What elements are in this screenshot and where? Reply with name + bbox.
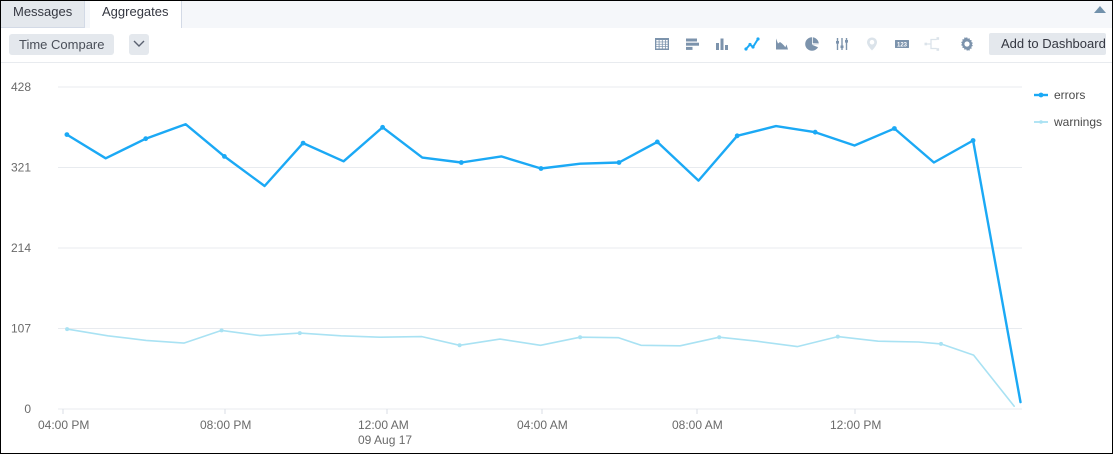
svg-text:08:00 PM: 08:00 PM xyxy=(200,418,251,432)
svg-text:0: 0 xyxy=(24,402,31,416)
svg-text:08:00 AM: 08:00 AM xyxy=(672,418,723,432)
svg-text:04:00 AM: 04:00 AM xyxy=(517,418,568,432)
svg-text:123: 123 xyxy=(897,42,908,48)
svg-text:214: 214 xyxy=(11,241,31,255)
svg-text:04:00 PM: 04:00 PM xyxy=(38,418,89,432)
svg-text:12:00 PM: 12:00 PM xyxy=(830,418,881,432)
svg-text:107: 107 xyxy=(11,322,31,336)
svg-text:428: 428 xyxy=(11,80,31,94)
svg-text:12:00 AM: 12:00 AM xyxy=(358,418,409,432)
svg-text:09 Aug 17: 09 Aug 17 xyxy=(358,433,412,447)
svg-text:321: 321 xyxy=(11,161,31,175)
